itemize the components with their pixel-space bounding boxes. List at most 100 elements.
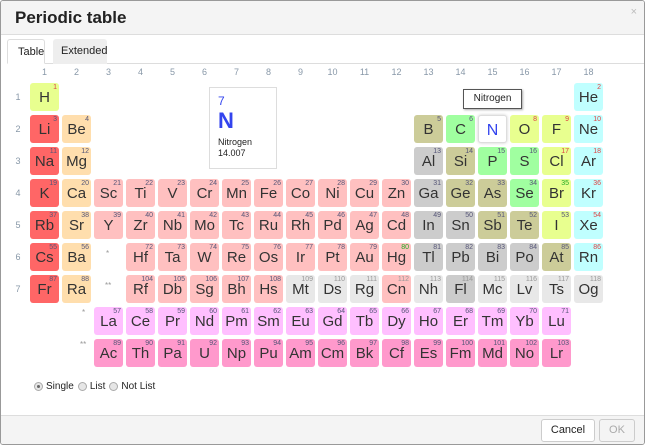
radio-button[interactable] <box>77 382 87 391</box>
element-cell-cu[interactable]: 29 Cu <box>350 179 379 207</box>
element-cell-rn[interactable]: 86 Rn <box>574 243 603 271</box>
element-cell-hg[interactable]: 80 Hg <box>382 243 411 271</box>
element-cell-ir[interactable]: 77 Ir <box>286 243 315 271</box>
element-cell-cn[interactable]: 112 Cn <box>382 275 411 303</box>
element-cell-mn[interactable]: 25 Mn <box>222 179 251 207</box>
element-cell-y[interactable]: 39 Y <box>94 211 123 239</box>
element-cell-mc[interactable]: 115 Mc <box>478 275 507 303</box>
element-cell-zn[interactable]: 30 Zn <box>382 179 411 207</box>
element-cell-s[interactable]: 16 S <box>510 147 539 175</box>
element-cell-og[interactable]: 118 Og <box>574 275 603 303</box>
element-cell-bh[interactable]: 107 Bh <box>222 275 251 303</box>
element-cell-fl[interactable]: 114 Fl <box>446 275 475 303</box>
element-cell-nh[interactable]: 113 Nh <box>414 275 443 303</box>
element-cell-po[interactable]: 84 Po <box>510 243 539 271</box>
element-cell-sg[interactable]: 106 Sg <box>190 275 219 303</box>
element-cell-pr[interactable]: 59 Pr <box>158 307 187 335</box>
element-cell-cs[interactable]: 55 Cs <box>30 243 59 271</box>
element-cell-al[interactable]: 13 Al <box>414 147 443 175</box>
element-cell-bk[interactable]: 97 Bk <box>350 339 379 367</box>
element-cell-n[interactable]: 7N <box>478 115 507 143</box>
element-cell-ds[interactable]: 110 Ds <box>318 275 347 303</box>
element-cell-se[interactable]: 34 Se <box>510 179 539 207</box>
element-cell-yb[interactable]: 70 Yb <box>510 307 539 335</box>
element-cell-fm[interactable]: 100 Fm <box>446 339 475 367</box>
element-cell-ti[interactable]: 22 Ti <box>126 179 155 207</box>
element-cell-v[interactable]: 23 V <box>158 179 187 207</box>
element-cell-tb[interactable]: 65 Tb <box>350 307 379 335</box>
element-cell-mo[interactable]: 42 Mo <box>190 211 219 239</box>
element-cell-w[interactable]: 74 W <box>190 243 219 271</box>
element-cell-xe[interactable]: 54 Xe <box>574 211 603 239</box>
ok-button[interactable]: OK <box>599 419 635 442</box>
element-cell-i[interactable]: 53 I <box>542 211 571 239</box>
element-cell-cl[interactable]: 17 Cl <box>542 147 571 175</box>
element-cell-rf[interactable]: 104 Rf <box>126 275 155 303</box>
element-cell-lv[interactable]: 116 Lv <box>510 275 539 303</box>
radio-list[interactable]: List <box>77 381 105 392</box>
element-cell-lu[interactable]: 71 Lu <box>542 307 571 335</box>
radio-single[interactable]: Single <box>34 381 74 392</box>
element-cell-am[interactable]: 95 Am <box>286 339 315 367</box>
element-cell-cf[interactable]: 98 Cf <box>382 339 411 367</box>
element-cell-na[interactable]: 11 Na <box>30 147 59 175</box>
element-cell-pa[interactable]: 91 Pa <box>158 339 187 367</box>
element-cell-as[interactable]: 33 As <box>478 179 507 207</box>
element-cell-be[interactable]: 4 Be <box>62 115 91 143</box>
element-cell-dy[interactable]: 66 Dy <box>382 307 411 335</box>
element-cell-bi[interactable]: 83 Bi <box>478 243 507 271</box>
element-cell-es[interactable]: 99 Es <box>414 339 443 367</box>
element-cell-sb[interactable]: 51 Sb <box>478 211 507 239</box>
element-cell-p[interactable]: 15 P <box>478 147 507 175</box>
element-cell-zr[interactable]: 40 Zr <box>126 211 155 239</box>
element-cell-ba[interactable]: 56 Ba <box>62 243 91 271</box>
element-cell-rh[interactable]: 45 Rh <box>286 211 315 239</box>
element-cell-sm[interactable]: 62 Sm <box>254 307 283 335</box>
radio-button[interactable] <box>34 382 43 391</box>
element-cell-cd[interactable]: 48 Cd <box>382 211 411 239</box>
element-cell-tl[interactable]: 81 Tl <box>414 243 443 271</box>
element-cell-gd[interactable]: 64 Gd <box>318 307 347 335</box>
element-cell-ca[interactable]: 20 Ca <box>62 179 91 207</box>
cancel-button[interactable]: Cancel <box>541 419 595 442</box>
element-cell-kr[interactable]: 36 Kr <box>574 179 603 207</box>
element-cell-nb[interactable]: 41 Nb <box>158 211 187 239</box>
element-cell-cm[interactable]: 96 Cm <box>318 339 347 367</box>
element-cell-re[interactable]: 75 Re <box>222 243 251 271</box>
element-cell-fr[interactable]: 87 Fr <box>30 275 59 303</box>
element-cell-th[interactable]: 90 Th <box>126 339 155 367</box>
element-cell-pb[interactable]: 82 Pb <box>446 243 475 271</box>
element-cell-tm[interactable]: 69 Tm <box>478 307 507 335</box>
element-cell-ts[interactable]: 117 Ts <box>542 275 571 303</box>
element-cell-ni[interactable]: 28 Ni <box>318 179 347 207</box>
element-cell-ta[interactable]: 73 Ta <box>158 243 187 271</box>
element-cell-u[interactable]: 92 U <box>190 339 219 367</box>
element-cell-ag[interactable]: 47 Ag <box>350 211 379 239</box>
element-cell-pm[interactable]: 61 Pm <box>222 307 251 335</box>
element-cell-ne[interactable]: 10 Ne <box>574 115 603 143</box>
element-cell-ho[interactable]: 67 Ho <box>414 307 443 335</box>
element-cell-rg[interactable]: 111 Rg <box>350 275 379 303</box>
element-cell-li[interactable]: 3 Li <box>30 115 59 143</box>
element-cell-ga[interactable]: 31 Ga <box>414 179 443 207</box>
element-cell-pu[interactable]: 94 Pu <box>254 339 283 367</box>
element-cell-hs[interactable]: 108 Hs <box>254 275 283 303</box>
element-cell-he[interactable]: 2 He <box>574 83 603 111</box>
element-cell-in[interactable]: 49 In <box>414 211 443 239</box>
element-cell-np[interactable]: 93 Np <box>222 339 251 367</box>
element-cell-db[interactable]: 105 Db <box>158 275 187 303</box>
element-cell-ge[interactable]: 32 Ge <box>446 179 475 207</box>
element-cell-ru[interactable]: 44 Ru <box>254 211 283 239</box>
element-cell-eu[interactable]: 63 Eu <box>286 307 315 335</box>
element-cell-sc[interactable]: 21 Sc <box>94 179 123 207</box>
element-cell-mg[interactable]: 12 Mg <box>62 147 91 175</box>
element-cell-mt[interactable]: 109 Mt <box>286 275 315 303</box>
element-cell-nd[interactable]: 60 Nd <box>190 307 219 335</box>
element-cell-md[interactable]: 101 Md <box>478 339 507 367</box>
element-cell-fe[interactable]: 26 Fe <box>254 179 283 207</box>
